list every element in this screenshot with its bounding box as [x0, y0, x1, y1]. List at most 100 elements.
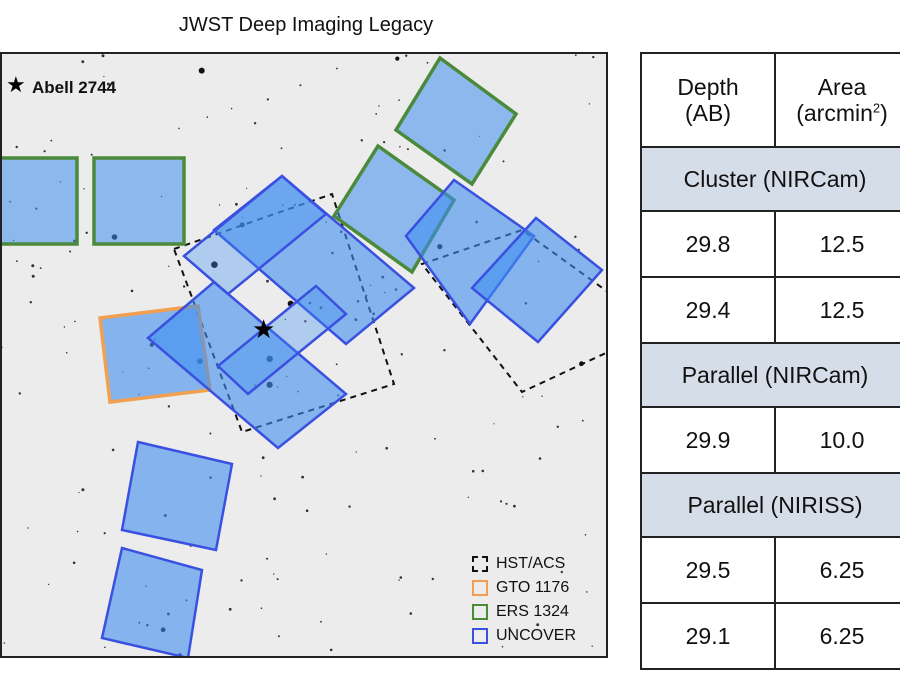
- background-star: [47, 583, 50, 586]
- background-star: [273, 573, 275, 575]
- background-star: [29, 301, 32, 304]
- background-star: [74, 320, 76, 323]
- background-star: [266, 279, 269, 283]
- background-star: [574, 235, 577, 238]
- background-star: [375, 113, 378, 115]
- background-star: [584, 534, 587, 536]
- star-icon: ★: [6, 72, 26, 97]
- legend-swatch-gto-1176: [472, 580, 488, 596]
- uncover-footprints: [100, 174, 604, 656]
- background-star: [536, 623, 540, 627]
- background-star: [63, 326, 66, 328]
- background-star: [103, 532, 106, 535]
- background-star: [284, 318, 287, 321]
- target-label: Abell 2744: [32, 78, 117, 97]
- section-title: Parallel (NIRISS): [640, 472, 900, 538]
- background-star: [83, 188, 85, 190]
- depth-header: Depth (AB): [640, 52, 776, 148]
- background-star: [277, 635, 280, 638]
- background-star: [574, 54, 577, 56]
- background-star: [90, 153, 93, 156]
- background-star: [235, 202, 238, 206]
- uncover-parallel-lower: [470, 216, 604, 344]
- background-star: [467, 496, 469, 498]
- area-header-line1: Area: [817, 73, 867, 100]
- background-star: [273, 497, 276, 501]
- background-star: [493, 423, 495, 425]
- background-star: [355, 451, 357, 453]
- background-star: [76, 530, 79, 533]
- uncover-south-1: [120, 440, 234, 552]
- background-star: [581, 419, 584, 422]
- background-star: [400, 353, 403, 356]
- background-star: [18, 392, 21, 395]
- cluster-center-star-icon: ★: [252, 314, 275, 344]
- background-star: [426, 61, 429, 64]
- background-star: [209, 432, 212, 435]
- background-star: [399, 576, 403, 579]
- background-star: [106, 82, 110, 86]
- area-header-line2: (arcmin: [796, 100, 873, 126]
- area-header-sup: 2: [872, 100, 881, 116]
- depth-cell: 29.8: [640, 210, 776, 278]
- area-cell: 6.25: [774, 602, 900, 670]
- depth-cell: 29.9: [640, 406, 776, 474]
- background-star: [69, 250, 72, 253]
- background-star: [592, 55, 595, 59]
- background-star: [405, 54, 408, 57]
- background-star: [65, 352, 68, 354]
- background-star: [43, 150, 46, 153]
- depth-cell: 29.1: [640, 602, 776, 670]
- background-star: [348, 505, 351, 508]
- depth-cell: 29.5: [640, 536, 776, 604]
- background-star: [522, 396, 524, 398]
- background-star: [538, 457, 542, 460]
- background-star: [39, 267, 42, 269]
- background-star: [81, 488, 85, 492]
- background-star: [335, 363, 338, 366]
- background-star: [168, 265, 170, 267]
- section-row: Parallel (NIRCam): [640, 342, 900, 408]
- background-star: [385, 446, 389, 450]
- background-star: [3, 642, 6, 644]
- background-star: [230, 107, 233, 110]
- background-star: [240, 579, 243, 582]
- background-star: [329, 648, 333, 652]
- background-star: [78, 491, 80, 494]
- background-star: [336, 67, 338, 70]
- background-star: [471, 469, 475, 473]
- background-star: [103, 75, 105, 78]
- background-star: [305, 509, 309, 512]
- legend-swatch-uncover: [472, 628, 488, 644]
- background-star: [260, 475, 262, 477]
- depth-header-line2: (AB): [685, 100, 731, 126]
- legend-label: UNCOVER: [496, 627, 577, 644]
- ers-1324-box-1: [2, 156, 79, 246]
- background-star: [502, 160, 505, 163]
- ers-1324-box-3: [393, 55, 519, 187]
- background-star: [395, 56, 400, 61]
- background-star: [276, 578, 279, 581]
- background-star: [211, 261, 218, 268]
- background-star: [431, 577, 434, 581]
- background-star: [178, 127, 180, 130]
- table-row: 29.5 6.25: [640, 536, 900, 604]
- depth-area-table: Depth (AB) Area (arcmin2) Cluster (NIRCa…: [640, 52, 900, 670]
- background-star: [16, 260, 18, 262]
- background-star: [360, 139, 363, 142]
- background-star: [560, 570, 563, 574]
- background-star: [320, 620, 322, 623]
- legend-swatch-ers-1324: [472, 604, 488, 620]
- background-star: [501, 645, 504, 648]
- section-title: Parallel (NIRCam): [640, 342, 900, 408]
- area-cell: 12.5: [774, 210, 900, 278]
- background-star: [101, 54, 105, 58]
- background-star: [81, 60, 85, 64]
- background-star: [508, 627, 511, 630]
- background-star: [266, 98, 269, 101]
- uncover-cluster-upper-b: [182, 174, 328, 296]
- background-star: [280, 147, 283, 150]
- background-star: [85, 231, 88, 234]
- area-cell: 6.25: [774, 536, 900, 604]
- background-star: [304, 320, 307, 323]
